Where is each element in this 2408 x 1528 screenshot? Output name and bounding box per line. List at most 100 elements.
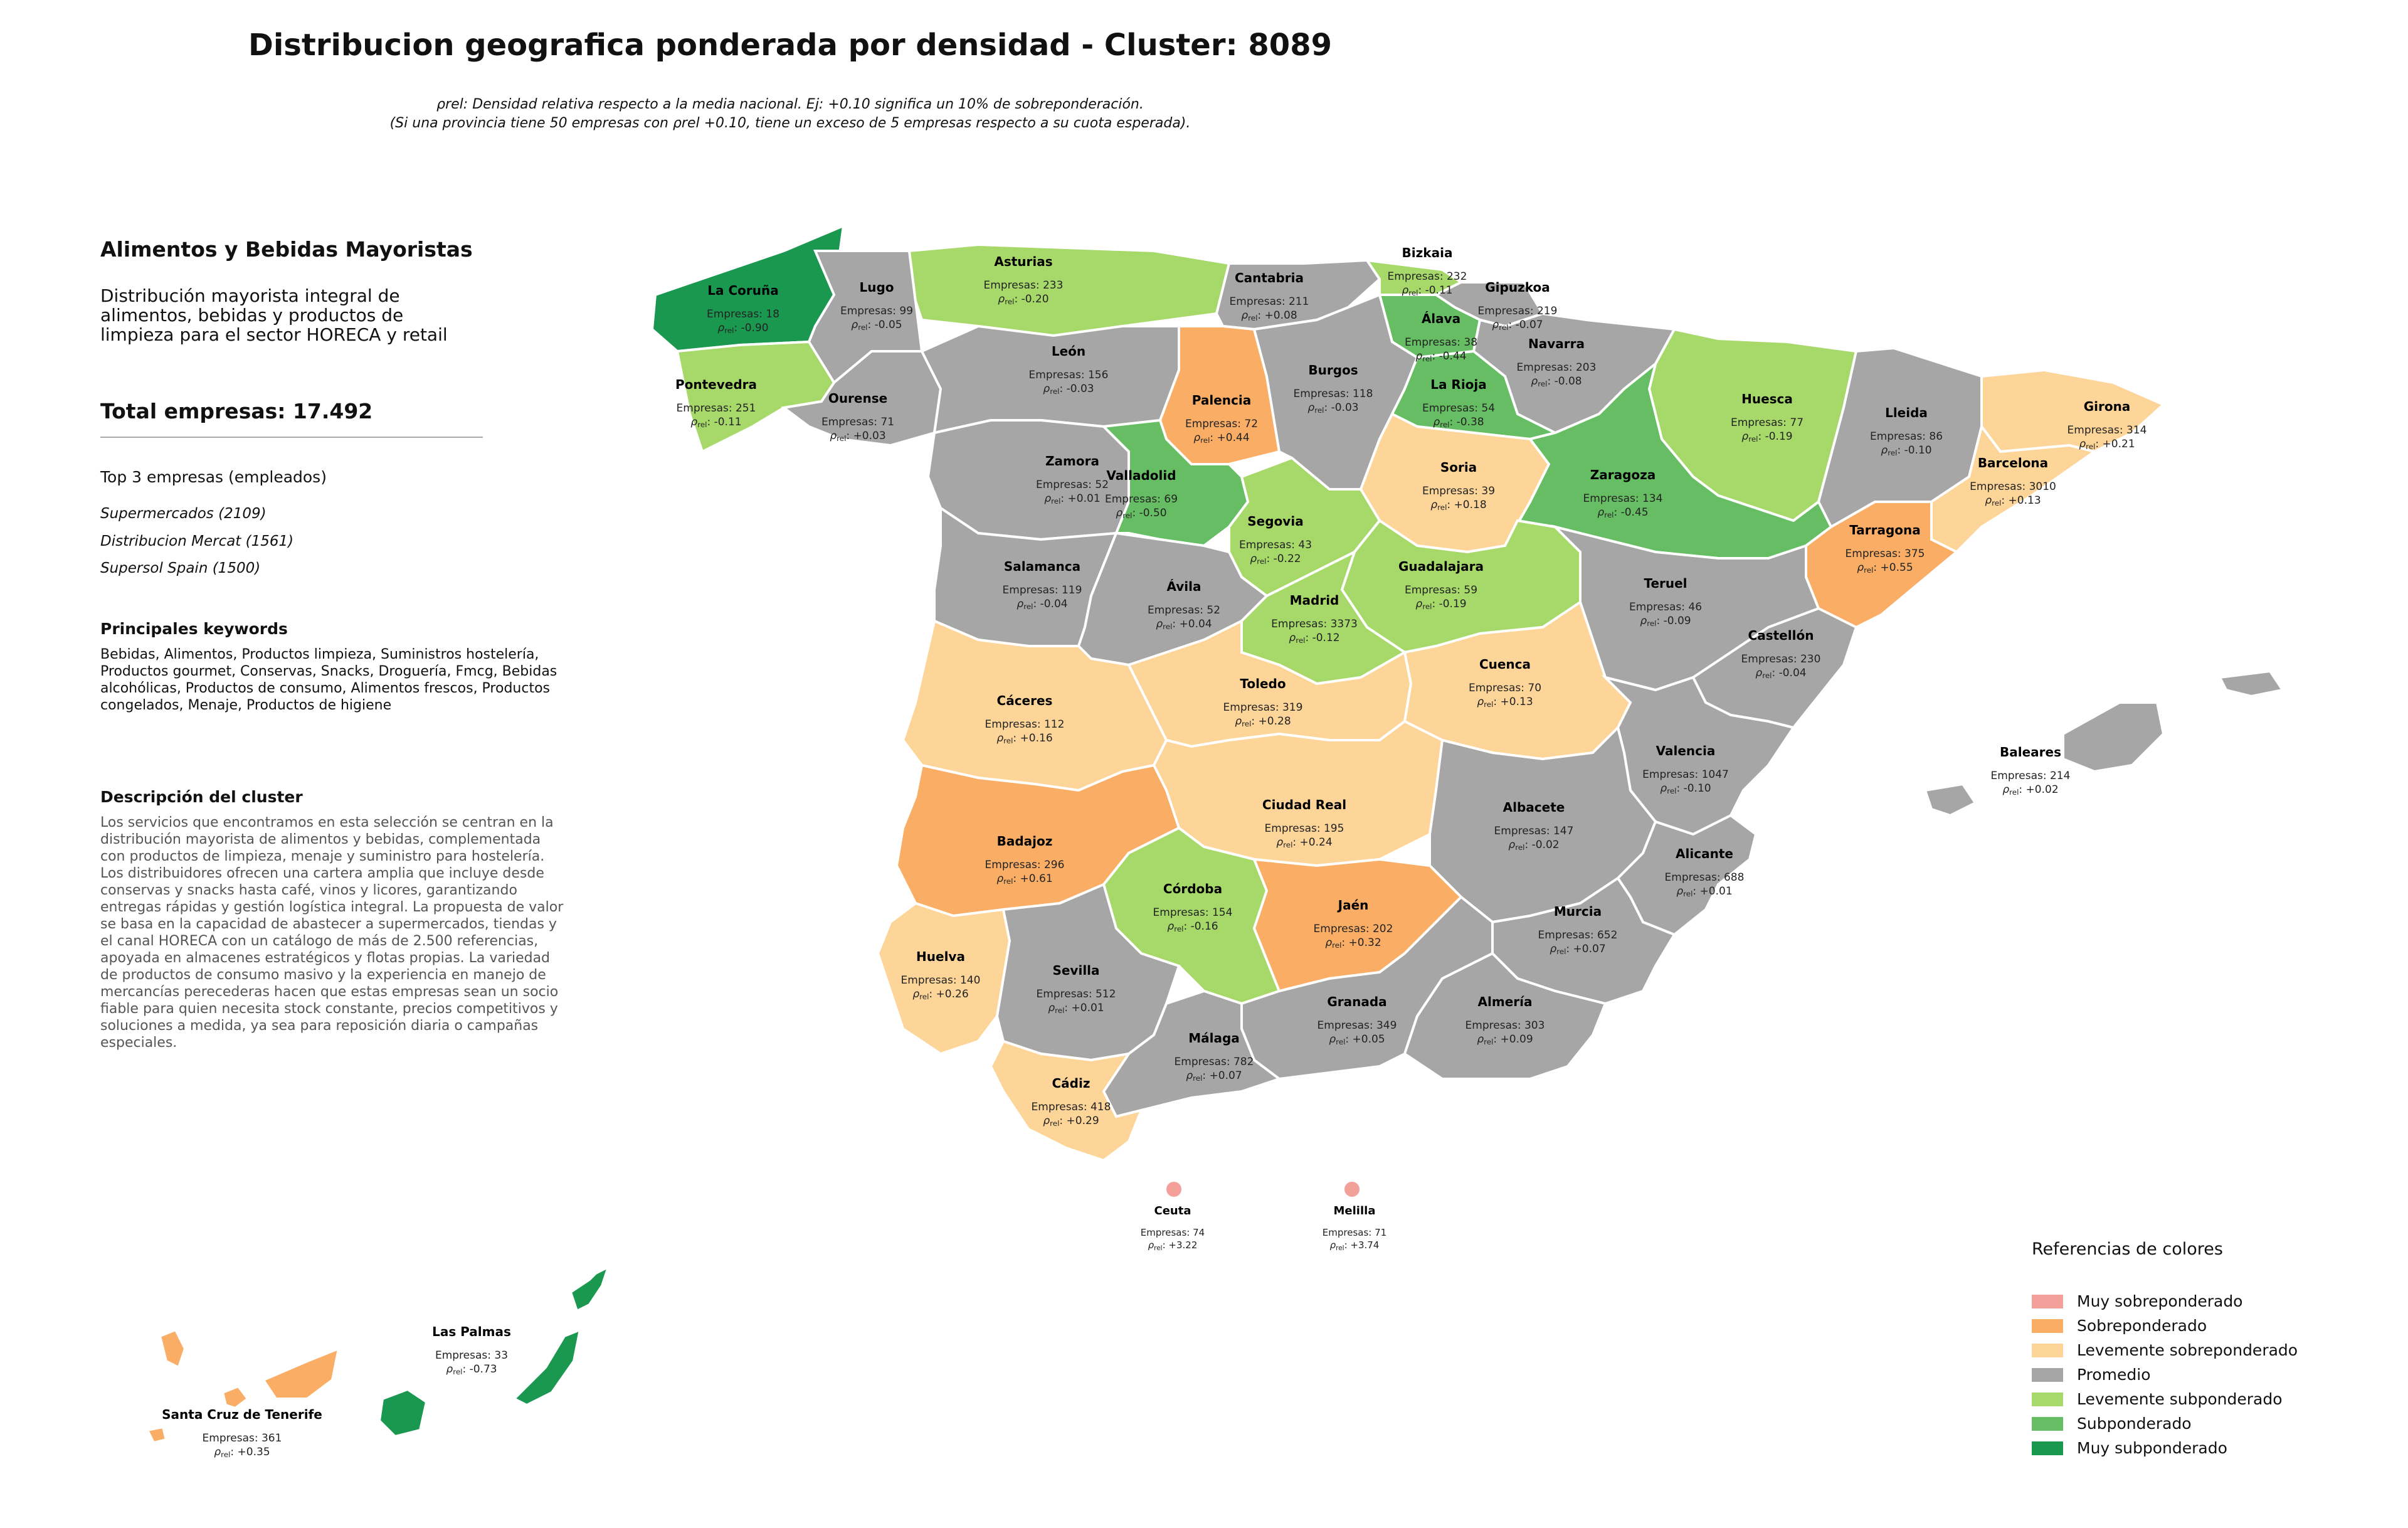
subtitle-line-1: ρrel: Densidad relativa respecto a la me…	[436, 97, 1144, 112]
province-name: Cáceres	[997, 693, 1053, 708]
legend-label: Muy sobreponderado	[2077, 1292, 2243, 1310]
province-rho: ρrel: -0.20	[998, 293, 1048, 306]
province-rho: ρrel: +0.01	[1676, 885, 1732, 898]
province-companies: Empresas: 349	[1318, 1019, 1397, 1032]
province-companies: Empresas: 99	[840, 305, 913, 317]
top3-item: Supersol Spain (1500)	[100, 560, 261, 576]
province-companies: Empresas: 214	[1991, 770, 2071, 782]
province-name: Ávila	[1166, 579, 1201, 594]
province-name: Santa Cruz de Tenerife	[162, 1407, 322, 1422]
province-name: Lugo	[859, 280, 894, 295]
province-rho: ρrel: -0.90	[717, 322, 768, 335]
province-region-baleares	[2217, 669, 2285, 698]
legend-swatch	[2032, 1319, 2063, 1333]
legend-swatch	[2032, 1417, 2063, 1431]
province-name: Segovia	[1247, 514, 1303, 529]
province-name: Teruel	[1644, 576, 1687, 591]
province-name: Huelva	[916, 949, 965, 964]
province-companies: Empresas: 112	[985, 718, 1065, 731]
province-rho: ρrel: +0.26	[912, 988, 968, 1001]
province-rho: ρrel: -0.11	[1402, 284, 1452, 297]
province-companies: Empresas: 71	[821, 416, 894, 428]
province-companies: Empresas: 54	[1422, 402, 1495, 415]
keywords-text: Bebidas, Alimentos, Productos limpieza, …	[100, 647, 557, 713]
province-companies: Empresas: 203	[1517, 361, 1597, 374]
province-name: Guadalajara	[1398, 559, 1484, 574]
province-rho: ρrel: -0.09	[1640, 615, 1691, 628]
province-label-segovia: Segovia Empresas: 43 ρrel: -0.22	[1239, 514, 1312, 566]
province-label-ourense: Ourense Empresas: 71 ρrel: +0.03	[821, 391, 894, 443]
province-rho: ρrel: -0.04	[1017, 598, 1067, 611]
province-companies: Empresas: 314	[2067, 424, 2147, 437]
province-rho: ρrel: -0.10	[1881, 444, 1931, 457]
cluster-description-heading: Descripción del cluster	[100, 788, 303, 806]
cluster-description-text: Los servicios que encontramos en esta se…	[100, 815, 564, 1051]
top3-heading: Top 3 empresas (empleados)	[100, 468, 327, 486]
subtitle-line-2: (Si una provincia tiene 50 empresas con …	[389, 115, 1191, 131]
province-companies: Empresas: 59	[1405, 584, 1477, 597]
province-companies: Empresas: 52	[1148, 604, 1220, 617]
province-name: Granada	[1327, 994, 1386, 1009]
province-name: Las Palmas	[432, 1324, 511, 1339]
province-name: Gipuzkoa	[1485, 280, 1550, 295]
province-name: Huesca	[1741, 391, 1793, 406]
province-name: Cádiz	[1052, 1076, 1090, 1091]
province-companies: Empresas: 154	[1153, 906, 1233, 919]
province-companies: Empresas: 211	[1230, 295, 1309, 308]
province-rho: ρrel: -0.19	[1741, 430, 1792, 443]
province-rho: ρrel: +0.18	[1430, 499, 1486, 512]
province-rho: ρrel: +0.05	[1329, 1033, 1385, 1046]
province-region-baleares	[1923, 782, 1977, 817]
province-region-baleares	[2062, 701, 2165, 773]
province-rho: ρrel: -0.03	[1043, 383, 1094, 396]
legend-label: Levemente subponderado	[2077, 1390, 2283, 1408]
province-rho: ρrel: -0.44	[1415, 350, 1466, 363]
province-rho: ρrel: +0.07	[1550, 943, 1605, 956]
province-rho: ρrel: -0.22	[1250, 553, 1301, 566]
province-companies: Empresas: 782	[1175, 1056, 1254, 1068]
province-label-gipuzkoa: Gipuzkoa Empresas: 219 ρrel: -0.07	[1478, 280, 1558, 332]
legend-label: Promedio	[2077, 1366, 2151, 1384]
province-name: Melilla	[1334, 1204, 1376, 1218]
page-title: Distribucion geografica ponderada por de…	[248, 28, 1332, 63]
province-companies: Empresas: 43	[1239, 539, 1312, 551]
province-companies: Empresas: 118	[1294, 388, 1373, 400]
province-rho: ρrel: +3.74	[1330, 1239, 1380, 1252]
province-name: Tarragona	[1849, 523, 1921, 538]
province-rho: ρrel: -0.73	[446, 1363, 497, 1376]
province-rho: ρrel: +0.21	[2079, 438, 2135, 451]
province-rho: ρrel: +0.32	[1325, 936, 1381, 950]
province-rho: ρrel: +0.24	[1276, 836, 1332, 849]
province-rho: ρrel: +0.16	[996, 732, 1052, 745]
province-name: Málaga	[1188, 1031, 1240, 1046]
province-companies: Empresas: 303	[1465, 1019, 1545, 1032]
province-name: León	[1052, 344, 1085, 359]
province-name: Sevilla	[1052, 963, 1099, 978]
province-companies: Empresas: 156	[1029, 369, 1109, 381]
province-name: La Rioja	[1430, 377, 1487, 392]
province-name: Burgos	[1308, 363, 1358, 378]
province-region-cadiz	[989, 1039, 1144, 1162]
province-region-las-palmas	[569, 1265, 611, 1313]
province-companies: Empresas: 195	[1265, 822, 1344, 835]
province-region-las-palmas	[378, 1387, 428, 1438]
province-rho: ρrel: +0.01	[1048, 1002, 1104, 1015]
province-label-madrid: Madrid Empresas: 3373 ρrel: -0.12	[1271, 593, 1358, 645]
province-label-teruel: Teruel Empresas: 46 ρrel: -0.09	[1629, 576, 1702, 628]
province-companies: Empresas: 688	[1665, 871, 1745, 884]
province-name: Ceuta	[1154, 1204, 1191, 1218]
province-companies: Empresas: 1047	[1642, 768, 1729, 781]
province-rho: ρrel: -0.12	[1289, 632, 1339, 645]
